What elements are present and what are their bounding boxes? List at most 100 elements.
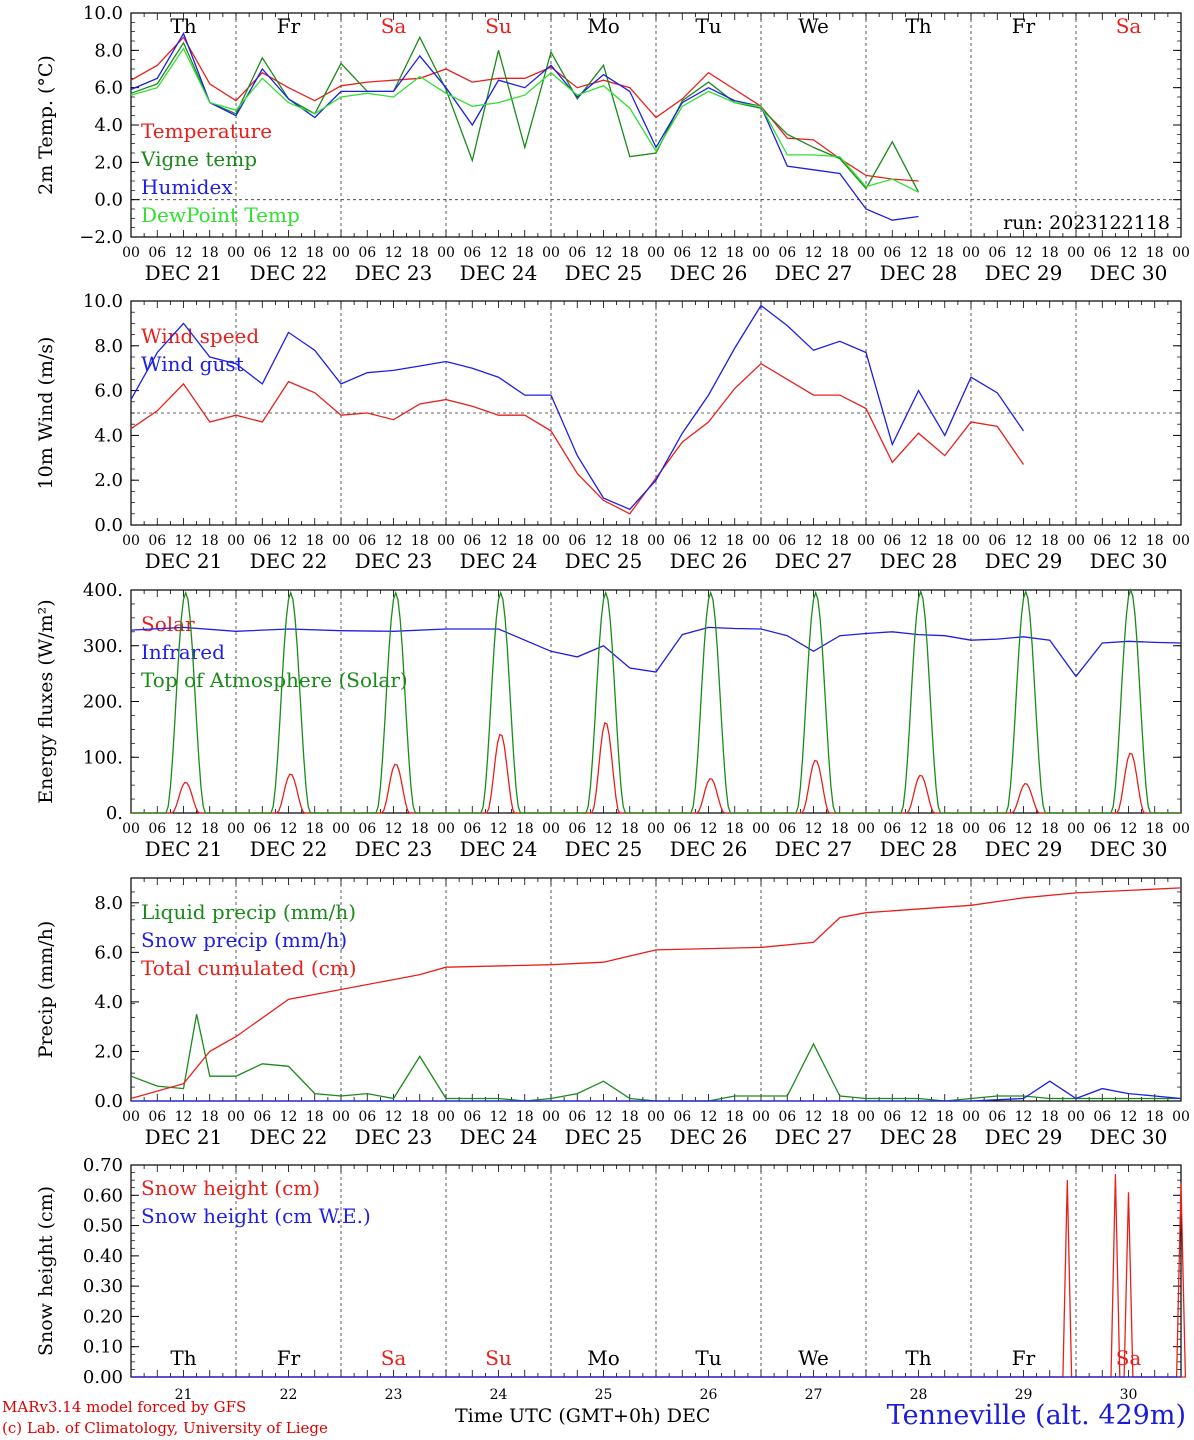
x-hour-label: 06 — [568, 245, 586, 261]
model-credit: MARv3.14 model forced by GFS — [2, 1398, 247, 1416]
x-hour-label: 00 — [122, 533, 140, 549]
x-hour-label: 18 — [936, 1109, 954, 1125]
legend-entry: Vigne temp — [140, 147, 257, 171]
x-hour-label: 12 — [910, 821, 928, 837]
x-hour-label: 00 — [122, 245, 140, 261]
series-snow-precip-mm-h- — [131, 1080, 1182, 1102]
x-hour-label: 06 — [148, 821, 166, 837]
x-hour-label: 18 — [1146, 245, 1164, 261]
weekday-label-bottom: We — [798, 1346, 829, 1370]
x-date-label: DEC 24 — [460, 549, 538, 573]
x-hour-label: 18 — [831, 533, 849, 549]
x-hour-label: 06 — [148, 1109, 166, 1125]
x-date-label: DEC 28 — [880, 837, 958, 861]
x-date-label: DEC 21 — [145, 837, 223, 861]
series-vigne-temp — [130, 35, 920, 193]
x-hour-label: 18 — [201, 245, 219, 261]
x-hour-label: 06 — [673, 533, 691, 549]
y-axis-label: Energy fluxes (W/m²) — [35, 599, 57, 803]
x-hour-label: 12 — [1120, 821, 1138, 837]
legend-entry: Infrared — [141, 640, 225, 664]
x-hour-label: 00 — [122, 1109, 140, 1125]
y-axis-label: 10m Wind (m/s) — [35, 337, 57, 490]
weekday-label-bottom: Su — [485, 1346, 512, 1370]
x-hour-label: 00 — [542, 245, 560, 261]
y-tick-label: 10.0 — [83, 3, 123, 24]
x-hour-label: 12 — [280, 245, 298, 261]
weekday-label-top: Mo — [587, 14, 620, 38]
series-humidex — [130, 31, 919, 221]
day-number-label: 29 — [1015, 1387, 1033, 1403]
x-hour-label: 12 — [1015, 1109, 1033, 1125]
weekday-label-bottom: Fr — [1012, 1346, 1036, 1370]
y-tick-label: 4.0 — [94, 992, 123, 1013]
x-date-label: DEC 29 — [985, 549, 1063, 573]
y-tick-label: 2.0 — [94, 470, 123, 491]
y-tick-label: 400. — [83, 580, 123, 601]
legend-entry: Liquid precip (mm/h) — [141, 900, 356, 924]
x-hour-label: 12 — [805, 533, 823, 549]
y-tick-label: 0.70 — [83, 1155, 123, 1176]
x-hour-label: 00 — [647, 245, 665, 261]
x-hour-label: 12 — [1015, 245, 1033, 261]
x-date-label: DEC 30 — [1090, 1125, 1168, 1149]
x-hour-label: 12 — [385, 245, 403, 261]
x-hour-label: 06 — [673, 245, 691, 261]
x-date-label: DEC 22 — [250, 1125, 328, 1149]
x-date-label: DEC 21 — [145, 261, 223, 285]
x-hour-label: 12 — [1015, 821, 1033, 837]
x-hour-label: 12 — [1120, 1109, 1138, 1125]
x-hour-label: 18 — [831, 245, 849, 261]
x-hour-label: 18 — [621, 1109, 639, 1125]
x-hour-label: 12 — [700, 1109, 718, 1125]
series-temperature — [130, 36, 919, 182]
x-hour-label: 06 — [1093, 245, 1111, 261]
y-tick-label: 4.0 — [94, 425, 123, 446]
weekday-label-top: Sa — [1116, 14, 1142, 38]
legend-entry: Snow height (cm W.E.) — [141, 1204, 371, 1228]
panel-3 — [130, 589, 1182, 814]
day-number-label: 27 — [805, 1387, 823, 1403]
x-hour-label: 06 — [1093, 821, 1111, 837]
x-date-label: DEC 25 — [565, 549, 643, 573]
series-wind-gust — [130, 304, 1025, 511]
x-hour-label: 18 — [1146, 1109, 1164, 1125]
x-hour-label: 18 — [1041, 533, 1059, 549]
x-hour-label: 00 — [227, 533, 245, 549]
y-tick-label: −2.0 — [79, 227, 123, 248]
legend-entry: Humidex — [141, 175, 233, 199]
weekday-label-top: Su — [485, 14, 512, 38]
x-hour-label: 18 — [936, 245, 954, 261]
x-hour-label: 06 — [358, 821, 376, 837]
x-hour-label: 06 — [358, 245, 376, 261]
series-dewpoint-temp — [130, 47, 919, 193]
x-hour-label: 00 — [1067, 1109, 1085, 1125]
x-hour-label: 00 — [122, 821, 140, 837]
x-hour-label: 12 — [175, 821, 193, 837]
x-date-label: DEC 27 — [775, 261, 853, 285]
x-hour-label: 06 — [253, 821, 271, 837]
x-hour-label: 00 — [962, 1109, 980, 1125]
x-hour-label: 12 — [595, 1109, 613, 1125]
x-date-label: DEC 23 — [355, 549, 433, 573]
x-hour-label: 18 — [516, 245, 534, 261]
y-tick-label: 6.0 — [94, 942, 123, 963]
y-tick-label: 8.0 — [94, 40, 123, 61]
x-hour-label: 00 — [1172, 1109, 1190, 1125]
x-date-label: DEC 27 — [775, 837, 853, 861]
x-hour-label: 18 — [936, 821, 954, 837]
x-hour-label: 18 — [411, 1109, 429, 1125]
x-hour-label: 18 — [1041, 821, 1059, 837]
x-hour-label: 06 — [778, 821, 796, 837]
x-hour-label: 12 — [490, 245, 508, 261]
legend-entry: Solar — [141, 612, 195, 636]
y-tick-label: 0.10 — [83, 1337, 123, 1358]
x-date-label: DEC 25 — [565, 1125, 643, 1149]
legend-entry: Total cumulated (cm) — [141, 956, 357, 980]
x-hour-label: 12 — [1120, 245, 1138, 261]
y-tick-label: 0.30 — [83, 1276, 123, 1297]
x-hour-label: 18 — [831, 821, 849, 837]
x-hour-label: 00 — [542, 533, 560, 549]
x-hour-label: 12 — [490, 821, 508, 837]
y-tick-label: 2.0 — [94, 152, 123, 173]
